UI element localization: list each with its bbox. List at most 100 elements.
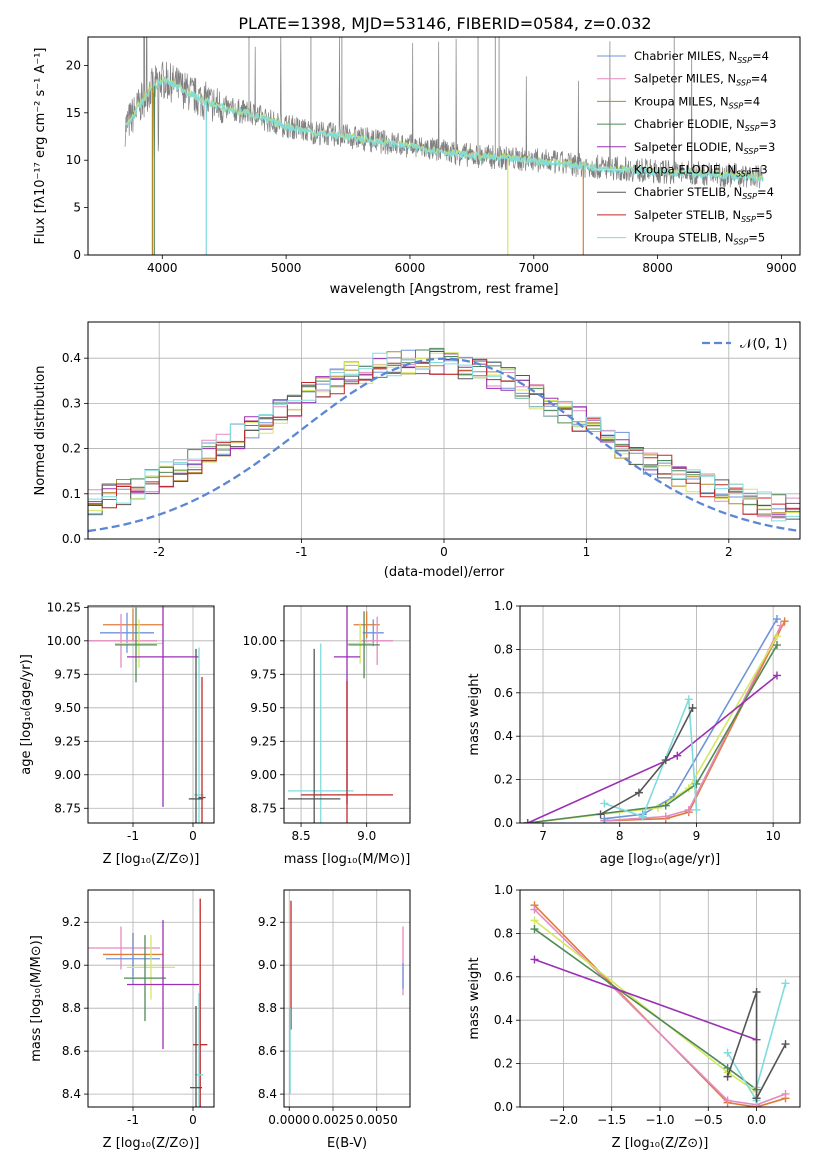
residuals-xtick-label: 0 (440, 545, 448, 559)
age_vs_Z-xtick-label: -1 (127, 829, 139, 843)
massweight_vs_age-xtick-label: 10 (766, 829, 781, 843)
massweight_vs_age-series-line (527, 674, 778, 823)
massweight_vs_Z-marker (723, 1096, 732, 1105)
residuals-hist-step (88, 351, 800, 520)
mass_vs_Z-xtick-label: 0 (189, 1113, 197, 1127)
massweight_vs_age-ylabel: mass weight (467, 673, 482, 755)
massweight_vs_age-marker (692, 779, 701, 788)
massweight_vs_age-series-line (527, 644, 778, 823)
spectrum-legend-sub: SSP (736, 79, 751, 88)
massweight_vs_age-series-line (604, 620, 786, 822)
age_vs_mass-ytick-label: 10.00 (243, 634, 277, 648)
age_vs_mass-marks (287, 606, 393, 823)
age_vs_Z-ytick-label: 9.00 (54, 768, 81, 782)
spectrum-legend-suffix: =4 (752, 49, 769, 63)
age_vs_Z-frame (87, 605, 215, 824)
age_vs_mass-ytick-label: 9.00 (250, 768, 277, 782)
spectrum-legend-sub: SSP (737, 56, 752, 65)
massweight_vs_Z-marker (752, 1094, 761, 1103)
age_vs_Z-ytick-label: 9.25 (54, 734, 81, 748)
spectrum-xtick-label: 5000 (271, 261, 302, 275)
spectrum-legend-label: Chabrier ELODIE, NSSP=3 (634, 117, 776, 133)
spectrum-legend-sub: SSP (742, 192, 757, 201)
spectrum-ytick-label: 20 (66, 58, 81, 72)
massweight_vs_Z-marker (530, 925, 539, 934)
massweight_vs_Z-marker (723, 1048, 732, 1057)
massweight_vs_age-series-line (604, 625, 782, 822)
massweight_vs_Z-xtick-label: −2.0 (549, 1113, 578, 1127)
panel-residuals: -2 -1 0 1 2 0.0 0.1 0.2 0.3 0.4 (data-model)/error… (33, 321, 801, 580)
figure-title: PLATE=1398, MJD=53146, FIBERID=0584, z=0… (238, 14, 651, 33)
spectrum-legend-label: Kroupa STELIB, NSSP=5 (634, 231, 765, 247)
massweight_vs_Z-xtick-label: −0.5 (694, 1113, 723, 1127)
age_vs_Z-ytick-label: 10.00 (47, 634, 81, 648)
panel-age-vs-mass: 8.5 9.0 8.75 9.00 9.25 9.50 9.75 10.00 mass [log… (243, 605, 411, 867)
spectrum-legend-sub: SSP (729, 101, 744, 110)
spectrum-legend-label: Kroupa ELODIE, NSSP=3 (634, 163, 768, 179)
age_vs_mass-ytick-label: 8.75 (250, 801, 277, 815)
age_vs_Z-ytick-label: 9.75 (54, 667, 81, 681)
age_vs_mass-xtick-label: 9.0 (357, 829, 376, 843)
spectrum-legend-label: Chabrier STELIB, NSSP=4 (634, 185, 774, 201)
residuals-xlabel: (data-model)/error (384, 565, 505, 580)
residuals-ytick-label: 0.0 (62, 532, 81, 546)
massweight_vs_age-marker (523, 819, 532, 823)
spectrum-legend-sub: SSP (734, 238, 749, 247)
age_vs_Z-ytick-label: 9.50 (54, 701, 81, 715)
spectrum-legend-label: Kroupa MILES, NSSP=4 (634, 94, 760, 110)
residuals-ytick-label: 0.3 (62, 396, 81, 410)
panel-mass-vs-z: -1 0 8.4 8.6 8.8 9.0 9.2 Z [log₁₀(Z/Z⊙)] mass [l… (29, 889, 215, 1151)
spectrum-legend-sub: SSP (741, 215, 756, 224)
spectrum-legend-sub: SSP (745, 124, 760, 133)
massweight_vs_age-marker (600, 814, 609, 823)
mass_vs_ebv-xtick-label: 0.0025 (312, 1113, 354, 1127)
spectrum-xtick-label: 8000 (642, 261, 673, 275)
massweight_vs_age-marker (661, 812, 670, 821)
massweight_vs_Z-series-line (534, 928, 758, 1091)
mass_vs_Z-ylabel: mass [log₁₀(M/M⊙)] (29, 935, 44, 1062)
massweight_vs_age-marker (776, 621, 785, 630)
spectrum-xtick-label: 4000 (147, 261, 178, 275)
spectrum-legend-suffix: =3 (751, 163, 768, 177)
spectrum-legend-label: Salpeter STELIB, NSSP=5 (634, 208, 773, 224)
spectrum-marks (124, 37, 764, 255)
massweight_vs_age-marker (684, 805, 693, 814)
massweight_vs_Z-ytick-label: 0.8 (494, 926, 513, 940)
massweight_vs_age-ytick-label: 0.8 (494, 642, 513, 656)
massweight_vs_age-marker (600, 799, 609, 808)
residuals-hist-step (88, 352, 800, 522)
mass_vs_ebv-frame (283, 889, 411, 1108)
mass_vs_Z-ytick-label: 8.8 (62, 1001, 81, 1015)
massweight_vs_Z-marks (530, 901, 790, 1107)
massweight_vs_age-marker (638, 812, 647, 821)
mass_vs_Z-xtick-label: -1 (127, 1113, 139, 1127)
massweight_vs_Z-xlabel: Z [log₁₀(Z/Z⊙)] (612, 1136, 709, 1151)
age_vs_Z-ytick-label: 8.75 (54, 801, 81, 815)
massweight_vs_Z-ytick-label: 0.0 (494, 1100, 513, 1114)
massweight_vs_age-marker (654, 803, 663, 812)
massweight_vs_age-marker (684, 695, 693, 704)
massweight_vs_age-xtick-label: 7 (539, 829, 547, 843)
massweight_vs_age-marker (780, 617, 789, 626)
massweight_vs_Z-ytick-label: 0.4 (494, 1013, 513, 1027)
mass_vs_Z-ytick-label: 9.0 (62, 958, 81, 972)
spectrum-legend-suffix: =4 (751, 72, 768, 86)
massweight_vs_age-marker (772, 641, 781, 650)
massweight_vs_Z-marker (530, 955, 539, 964)
age_vs_Z-marks (88, 606, 206, 823)
spectrum-model-line (125, 77, 764, 183)
massweight_vs_Z-marker (530, 916, 539, 925)
massweight_vs_age-xtick-label: 9 (693, 829, 701, 843)
massweight_vs_age-xlabel: age [log₁₀(age/yr)] (600, 852, 721, 867)
mass_vs_ebv-ytick-label: 9.0 (258, 958, 277, 972)
mass_vs_ebv-ytick-label: 8.8 (258, 1001, 277, 1015)
residuals-normal-curve (88, 357, 800, 533)
massweight_vs_age-marker (661, 801, 670, 810)
spectrum-legend-suffix: =3 (758, 140, 775, 154)
residuals-ylabel: Normed distribution (33, 366, 48, 496)
massweight_vs_Z-ylabel: mass weight (467, 957, 482, 1039)
panel-mass-vs-ebv: 0.0000 0.0025 0.0050 8.4 8.6 8.8 9.0 9.2 E(B-V) (258, 889, 411, 1151)
massweight_vs_Z-series-line (533, 908, 786, 1106)
spectrum-legend-suffix: =4 (757, 185, 774, 199)
massweight_vs_Z-marker (781, 1089, 790, 1098)
